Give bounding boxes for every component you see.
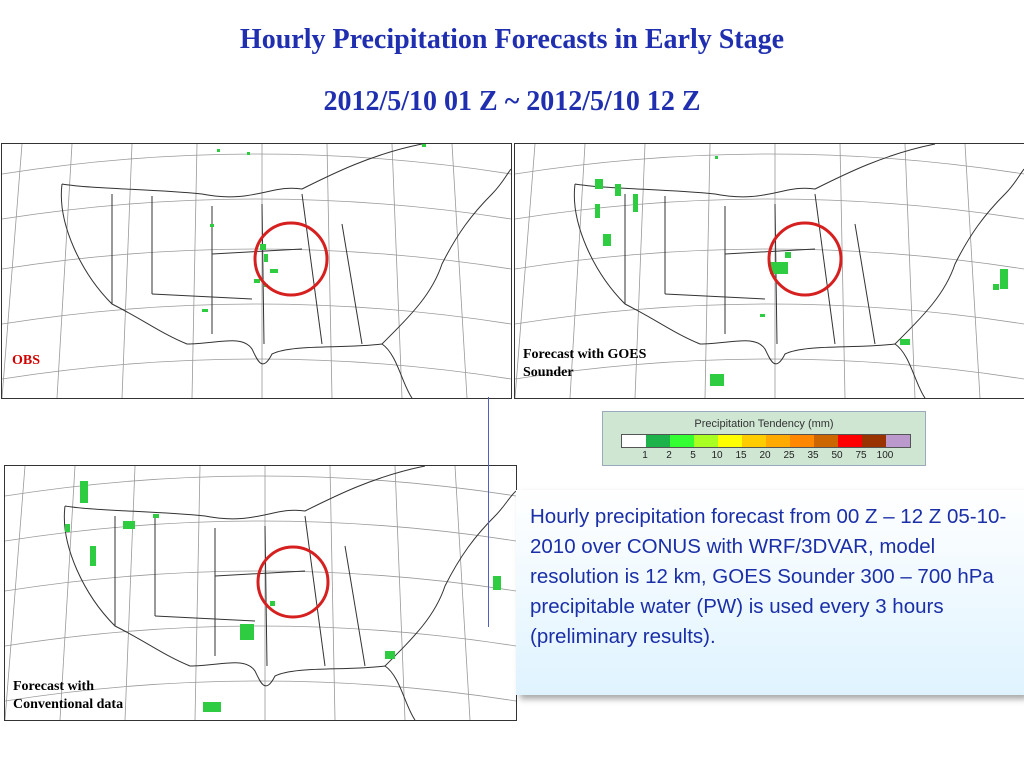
legend-swatch [862, 435, 886, 447]
legend-title: Precipitation Tendency (mm) [694, 418, 834, 430]
legend-tick-label: 2 [666, 450, 672, 461]
legend-swatch [622, 435, 646, 447]
legend-tick-label: 100 [876, 450, 894, 461]
legend-tick-label: 75 [855, 450, 867, 461]
conventional-label: Forecast with Conventional data [13, 679, 124, 712]
connector-line [488, 397, 489, 627]
legend-tick-label: 35 [807, 450, 819, 461]
obs-map [2, 144, 511, 398]
legend-swatch [766, 435, 790, 447]
legend-swatch [718, 435, 742, 447]
legend-swatch [742, 435, 766, 447]
precip-legend: Precipitation Tendency (mm) 1 2 5 10 15 20 25 3… [602, 411, 926, 466]
page-title: Hourly Precipitation Forecasts in Early … [239, 24, 785, 55]
description-box: Hourly precipitation forecast from 00 Z … [516, 490, 1024, 695]
conventional-map [5, 466, 516, 720]
legend-tick-label: 50 [831, 450, 843, 461]
conventional-map-panel: Forecast with Conventional data [4, 465, 517, 721]
legend-ticks: 1 2 5 10 15 20 25 35 50 75 100 [621, 450, 921, 462]
legend-swatch [646, 435, 670, 447]
legend-swatch [790, 435, 814, 447]
legend-tick-label: 25 [783, 450, 795, 461]
legend-swatch [886, 435, 910, 447]
legend-tick-label: 5 [690, 450, 696, 461]
goes-map [515, 144, 1024, 398]
goes-label: Forecast with GOES Sounder [523, 347, 647, 380]
legend-color-bar [621, 434, 911, 448]
legend-tick-label: 1 [642, 450, 648, 461]
legend-swatch [694, 435, 718, 447]
legend-tick-label: 15 [735, 450, 747, 461]
goes-map-panel: Forecast with GOES Sounder [514, 143, 1024, 399]
legend-swatch [838, 435, 862, 447]
legend-tick-label: 10 [711, 450, 723, 461]
obs-map-panel: OBS [1, 143, 512, 399]
legend-swatch [670, 435, 694, 447]
obs-label: OBS [12, 353, 41, 368]
legend-tick-label: 20 [759, 450, 771, 461]
legend-swatch [814, 435, 838, 447]
description-text: Hourly precipitation forecast from 00 Z … [530, 505, 1007, 648]
page-subtitle: 2012/5/10 01 Z ~ 2012/5/10 12 Z [323, 86, 701, 117]
